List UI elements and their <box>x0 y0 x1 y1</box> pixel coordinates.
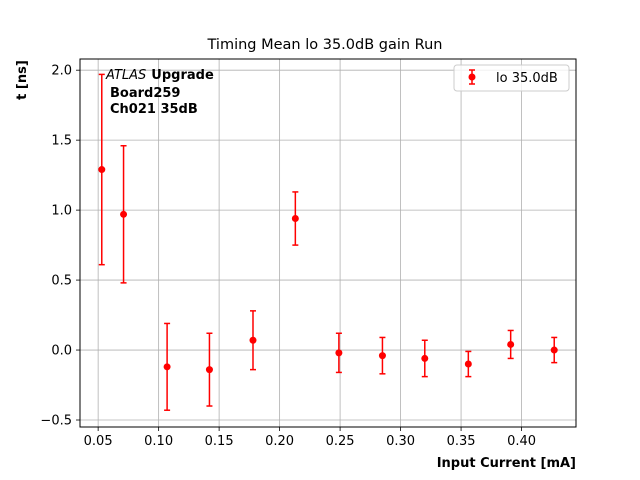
chart-title: Timing Mean lo 35.0dB gain Run <box>207 37 443 53</box>
data-point <box>550 336 558 364</box>
data-point <box>378 336 386 375</box>
data-marker <box>550 346 558 354</box>
y-tick-label: 0.0 <box>51 344 72 359</box>
data-marker <box>464 360 472 368</box>
data-marker <box>378 352 386 360</box>
data-point <box>291 191 299 246</box>
x-tick-label: 0.40 <box>507 434 536 449</box>
annotation-board: Board259 <box>110 86 180 101</box>
x-tick-label: 0.35 <box>447 434 476 449</box>
x-tick-label: 0.15 <box>205 434 234 449</box>
legend-box <box>453 64 570 92</box>
x-tick-label: 0.25 <box>326 434 355 449</box>
annotation-channel: Ch021 35dB <box>110 102 198 117</box>
legend: lo 35.0dB <box>453 64 570 92</box>
legend-label: lo 35.0dB <box>496 71 558 86</box>
data-point <box>163 322 171 411</box>
data-point <box>464 350 472 378</box>
data-point <box>98 73 106 266</box>
data-point <box>249 310 257 371</box>
data-marker <box>421 354 429 362</box>
x-axis-ticks: 0.05 0.10 0.15 0.20 0.25 0.30 0.35 0.40 <box>84 427 536 449</box>
y-axis-label: t [ns] <box>15 60 30 100</box>
data-point <box>507 329 515 360</box>
x-tick-label: 0.05 <box>84 434 113 449</box>
x-tick-label: 0.30 <box>386 434 415 449</box>
series-lo-35db <box>98 73 558 411</box>
data-point <box>205 332 213 407</box>
data-point <box>335 332 343 374</box>
data-marker <box>249 336 257 344</box>
grid-lines <box>80 59 576 427</box>
y-tick-label: −0.5 <box>40 414 72 429</box>
y-tick-label: 0.5 <box>51 274 72 289</box>
data-marker <box>163 363 171 371</box>
y-tick-label: 1.0 <box>51 204 72 219</box>
y-tick-label: 2.0 <box>51 64 72 79</box>
data-point <box>421 339 429 378</box>
data-marker <box>98 166 106 174</box>
data-marker <box>507 340 515 348</box>
x-tick-label: 0.10 <box>144 434 173 449</box>
data-marker <box>335 349 343 357</box>
atlas-label: ATLAS <box>105 68 146 83</box>
x-tick-label: 0.20 <box>265 434 294 449</box>
x-axis-label: Input Current [mA] <box>437 456 576 471</box>
atlas-annotation: ATLAS Upgrade Board259 Ch021 35dB <box>105 68 214 117</box>
plot-frame <box>79 58 577 428</box>
upgrade-label: Upgrade <box>151 68 214 83</box>
data-marker <box>120 210 128 218</box>
annotation-line-1: ATLAS Upgrade <box>105 68 214 83</box>
legend-marker <box>468 73 476 81</box>
y-tick-label: 1.5 <box>51 134 72 149</box>
data-marker <box>205 366 213 374</box>
data-marker <box>291 215 299 223</box>
data-point <box>120 145 128 284</box>
y-axis-ticks: −0.5 0.0 0.5 1.0 1.5 2.0 <box>40 64 80 429</box>
